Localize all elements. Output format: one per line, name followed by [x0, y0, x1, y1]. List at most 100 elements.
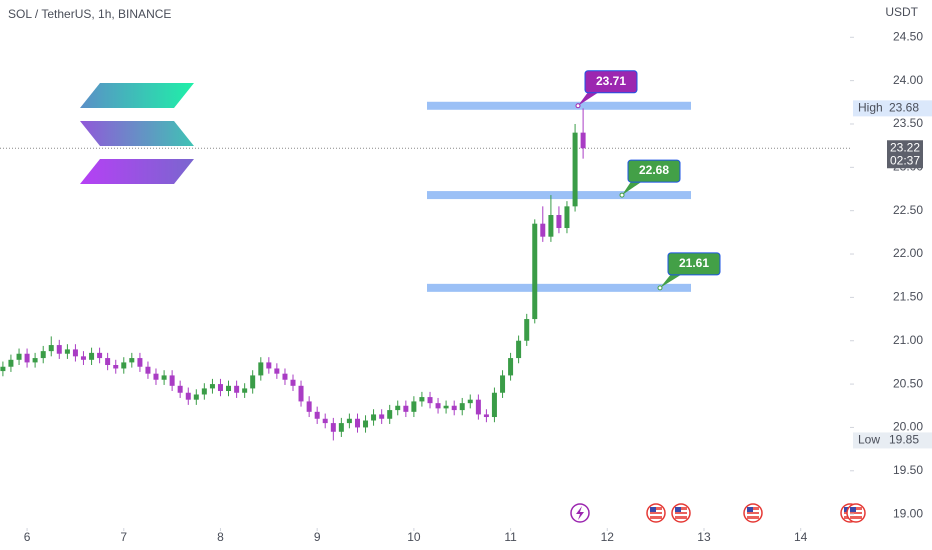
candle-body: [0, 366, 6, 372]
x-tick-label: 14: [794, 530, 808, 544]
candle-body: [355, 418, 361, 428]
candle-body: [395, 405, 401, 411]
candle-body: [234, 385, 240, 393]
price-marker-value: 23.68: [889, 101, 919, 115]
callout-stem: [578, 90, 601, 106]
candle-body: [40, 351, 46, 359]
logo-bar: [80, 83, 194, 108]
candle-body: [483, 414, 489, 418]
last-price-value: 23.22: [890, 140, 920, 154]
candle-body: [153, 373, 159, 380]
candle-body: [387, 410, 393, 419]
candle-body: [145, 366, 151, 374]
price-marker-box: [853, 100, 932, 117]
price-marker-value: 19.85: [889, 433, 919, 447]
candle-body: [193, 394, 199, 400]
y-tick-label: 19.00: [893, 506, 923, 520]
callout-label: 21.61: [679, 256, 709, 270]
callout-box: [584, 70, 638, 94]
candle-body: [250, 375, 256, 389]
candle-body: [419, 397, 425, 402]
candle-body: [371, 414, 377, 421]
candle-body: [459, 403, 465, 411]
candle-body: [363, 420, 369, 428]
candle-body: [532, 223, 538, 320]
callout-point: [619, 192, 625, 198]
candle-body: [185, 392, 191, 400]
candle-body: [435, 403, 441, 409]
candle-body: [290, 379, 296, 386]
candle-body: [258, 362, 264, 376]
last-price-box: [887, 140, 923, 169]
candle-body: [282, 373, 288, 380]
y-tick-label: 21.50: [893, 290, 923, 304]
y-tick-label: 24.50: [893, 29, 923, 43]
candle-body: [572, 132, 578, 207]
price-marker-box: [853, 432, 932, 449]
y-tick-label: 20.50: [893, 376, 923, 390]
event-icon: [576, 506, 584, 520]
event-icon: [646, 503, 666, 523]
candle-body: [16, 353, 22, 360]
price-marker-label: High: [858, 101, 883, 115]
candle-body: [330, 423, 336, 432]
level-band: [427, 101, 691, 110]
callout-label: 23.71: [596, 74, 626, 88]
candle-body: [242, 388, 248, 393]
candle-body: [32, 358, 38, 363]
candle-body: [209, 384, 215, 389]
event-icon: [846, 503, 866, 523]
last-price-countdown: 02:37: [890, 153, 920, 167]
candle-body: [427, 397, 433, 404]
candle-body: [161, 375, 167, 380]
candle-body: [516, 340, 522, 359]
solana-logo: [80, 83, 194, 184]
candle-body: [121, 362, 127, 369]
candle-body: [306, 401, 312, 412]
y-tick-label: 19.50: [893, 463, 923, 477]
callout-point: [575, 103, 581, 109]
x-tick-label: 6: [24, 530, 31, 544]
candle-body: [56, 345, 62, 354]
callout-stem: [660, 272, 684, 288]
candle-body: [266, 362, 272, 369]
candle-body: [24, 353, 30, 363]
candle-body: [564, 206, 570, 229]
candle-body: [48, 345, 54, 352]
candle-body: [97, 352, 103, 359]
candle-body: [540, 223, 546, 237]
candle-body: [80, 356, 86, 360]
candle-body: [169, 375, 175, 386]
candle-body: [64, 349, 70, 354]
x-tick-label: 8: [217, 530, 224, 544]
y-tick-label: 23.50: [893, 116, 923, 130]
candle-body: [475, 399, 481, 415]
callout-stem: [622, 180, 644, 196]
candle-body: [298, 385, 304, 402]
candle-body: [403, 405, 409, 412]
event-icon: [671, 503, 691, 523]
x-tick-label: 9: [314, 530, 321, 544]
candle-body: [105, 358, 111, 366]
event-icon: [743, 503, 763, 523]
x-tick-label: 12: [601, 530, 615, 544]
candle-body: [322, 418, 328, 424]
candle-body: [226, 385, 232, 392]
level-band: [427, 283, 691, 292]
level-band: [427, 191, 691, 200]
candle-body: [113, 365, 119, 369]
candle-body: [129, 358, 135, 363]
candle-body: [451, 405, 457, 411]
x-tick-label: 11: [504, 530, 517, 544]
y-tick-label: 22.50: [893, 203, 923, 217]
candle-body: [177, 385, 183, 393]
callout-label: 22.68: [639, 163, 669, 177]
candle-body: [508, 358, 514, 376]
candle-body: [201, 388, 207, 395]
candle-body: [314, 411, 320, 419]
candle-body: [137, 358, 143, 367]
logo-bar: [80, 159, 194, 184]
x-tick-label: 10: [407, 530, 421, 544]
candle-body: [346, 418, 352, 424]
